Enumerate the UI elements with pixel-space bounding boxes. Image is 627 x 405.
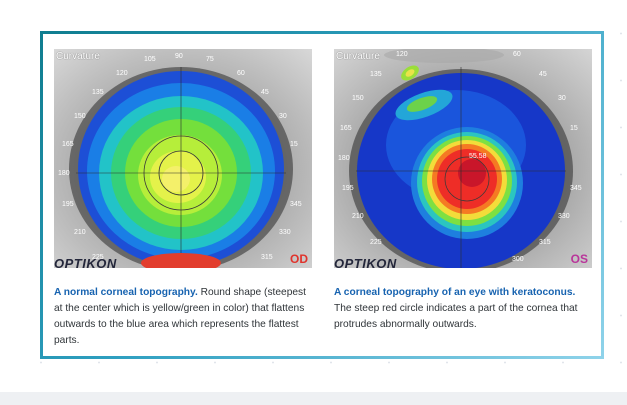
degree-label: 135: [92, 89, 104, 96]
keratoconus-topography-graphic: [334, 49, 592, 268]
degree-label: 195: [62, 201, 74, 208]
degree-label: 225: [370, 239, 382, 246]
degree-label: 15: [570, 125, 578, 132]
optikon-logo: OPTIKON: [334, 256, 397, 268]
keratoconus-topography-caption: A corneal topography of an eye with kera…: [334, 285, 592, 333]
caption-text: Round shape (steepest at the center whic…: [54, 287, 306, 346]
normal-topography-graphic: [54, 49, 312, 268]
caption-highlight: A normal corneal topography.: [54, 287, 198, 298]
degree-label: 150: [74, 113, 86, 120]
footer-band: [0, 392, 627, 405]
degree-label: 195: [342, 185, 354, 192]
keratoconus-topography-panel: Curvature 55.58 120 60 135 45 150 30 165…: [334, 49, 592, 333]
degree-label: 330: [558, 213, 570, 220]
degree-label: 315: [539, 239, 551, 246]
normal-topography-panel: Curvature 90 105 75 120 60 135 45 150 30…: [54, 49, 312, 349]
caption-highlight: A corneal topography of an eye with kera…: [334, 287, 576, 298]
keratoconus-topography-map: Curvature 55.58 120 60 135 45 150 30 165…: [334, 49, 592, 268]
degree-label: 30: [279, 113, 287, 120]
degree-label: 30: [558, 95, 566, 102]
degree-label: 225: [92, 254, 104, 261]
degree-label: 120: [116, 70, 128, 77]
degree-label: 180: [338, 155, 350, 162]
degree-label: 105: [144, 56, 156, 63]
degree-label: 135: [370, 71, 382, 78]
degree-label: 150: [352, 95, 364, 102]
degree-label: 345: [290, 201, 302, 208]
normal-topography-caption: A normal corneal topography. Round shape…: [54, 285, 312, 349]
caption-text: The steep red circle indicates a part of…: [334, 303, 578, 330]
degree-label: 345: [570, 185, 582, 192]
curvature-label: Curvature: [56, 51, 100, 62]
degree-label: 60: [513, 51, 521, 58]
degree-label: 210: [352, 213, 364, 220]
degree-label: 210: [74, 229, 86, 236]
degree-label: 165: [62, 141, 74, 148]
degree-label: 45: [261, 89, 269, 96]
degree-label: 330: [279, 229, 291, 236]
center-value-label: 55.58: [469, 153, 487, 160]
degree-label: 180: [58, 170, 70, 177]
degree-label: 75: [206, 56, 214, 63]
degree-label: 90: [175, 53, 183, 60]
eye-tag-os: OS: [570, 252, 588, 266]
eye-tag-od: OD: [290, 252, 308, 266]
degree-label: 315: [261, 254, 273, 261]
degree-label: 165: [340, 125, 352, 132]
comparison-card: Curvature 90 105 75 120 60 135 45 150 30…: [40, 31, 604, 359]
optikon-logo: OPTIKON: [54, 256, 117, 268]
degree-label: 60: [237, 70, 245, 77]
degree-label: 120: [396, 51, 408, 58]
degree-label: 300: [512, 256, 524, 263]
curvature-label: Curvature: [336, 51, 380, 62]
degree-label: 15: [290, 141, 298, 148]
normal-topography-map: Curvature 90 105 75 120 60 135 45 150 30…: [54, 49, 312, 268]
degree-label: 45: [539, 71, 547, 78]
